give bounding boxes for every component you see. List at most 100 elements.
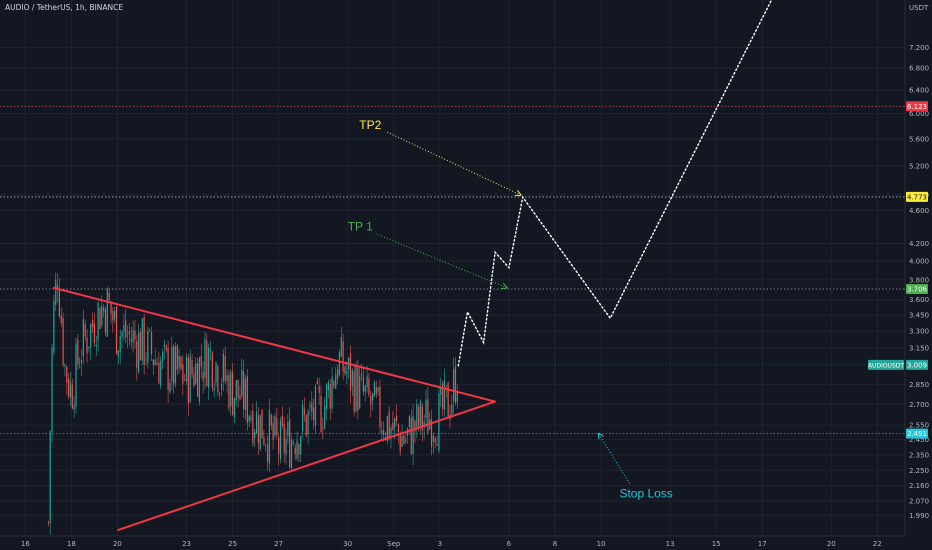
candle-body [191,360,193,375]
candle-body [375,386,377,395]
price-tick-label: 3.150 [909,345,929,353]
annotation-arrow[interactable] [387,131,520,195]
time-tick-label: 13 [666,540,675,548]
candle-body [206,340,208,386]
candle-body [114,310,116,320]
candle-body [371,393,374,401]
price-tick-label: 3.600 [909,296,929,304]
candle-body [145,359,147,361]
candle-body [62,318,64,365]
time-axis[interactable]: 16 18 20 23 25 27 30 Sep 3 6 8 10 13 15 17 20 22 [21,540,882,548]
candle-body [403,435,405,444]
candle-body [55,279,57,305]
candle-body [318,386,320,393]
candle-body [386,416,388,442]
candle-body [230,371,232,407]
candle-body [427,399,429,435]
candle-body [117,350,119,357]
time-tick-label: 18 [67,540,76,548]
price-axis-background[interactable] [905,0,932,550]
candle-body [115,306,118,354]
candle-body [349,353,352,391]
candle-body [360,373,363,376]
candle-body [261,409,263,439]
annotation-label[interactable]: TP 1 [348,220,373,234]
candle-body [80,360,83,364]
price-tick-label: 2.700 [909,401,929,409]
candle-body [279,420,282,460]
candle-body [250,416,252,421]
candle-body [344,366,346,374]
candle-body [95,344,97,347]
candle-body [58,290,61,317]
price-tick-label: 6.400 [909,87,929,95]
candle-body [56,284,59,290]
candle-body [241,370,243,397]
level-badge-label: 4.773 [907,193,927,201]
candle-body [161,351,164,361]
candle-body [265,444,267,446]
current-price-badge [906,359,928,370]
candle-body [296,440,298,459]
candle-body [84,323,86,337]
time-tick-label: 25 [228,540,237,548]
candle-body [336,369,339,379]
annotation-label[interactable]: TP2 [359,118,381,132]
price-axis[interactable]: 7.2006.8006.4006.0005.6005.2004.8004.600… [909,44,929,520]
annotations[interactable]: TP2 TP 1 Stop Loss [348,118,673,500]
candle-body [440,386,442,395]
candle-body [202,372,204,381]
level-badge [906,428,928,439]
candle-body [69,381,72,398]
triangle-upper-lower-edges[interactable] [52,286,497,532]
candle-body [233,398,236,418]
candle-body [443,380,446,410]
candle-body [173,345,175,385]
candle-body [392,422,394,430]
candle-body [283,423,285,453]
candle-body [228,375,230,409]
candle-body [416,404,418,428]
price-tick-label: 4.200 [909,240,929,248]
time-tick-label: Sep [387,540,401,548]
candle-body [379,386,381,428]
price-tick-label: 2.450 [909,436,929,444]
annotation-arrow[interactable] [375,233,507,288]
candle-body [292,442,294,444]
price-tick-label: 2.250 [909,467,929,475]
currency-label: USDT [909,4,929,12]
candle-body [126,335,129,337]
candle-body [399,433,401,452]
candle-body [351,370,353,387]
time-tick-label: 8 [553,540,557,548]
candle-body [128,330,131,335]
price-tick-label: 6.000 [909,110,929,118]
projection-path[interactable] [457,0,773,367]
candle-body [357,367,359,411]
time-tick-label: 3 [438,540,442,548]
candle-body [104,309,107,333]
candle-body [246,376,248,423]
annotation-arrow[interactable] [599,434,630,484]
candle-body [287,422,289,437]
time-tick-label: 27 [274,540,283,548]
candle-body [184,379,186,381]
chart-title: AUDIO / TetherUS, 1h, BINANCE [5,3,123,12]
candle-body [270,414,272,426]
candle-body [75,343,77,408]
candle-body [395,415,398,422]
candle-body [110,300,112,314]
projection-zigzag[interactable] [457,0,773,367]
candle-body [103,307,105,312]
time-axis-background[interactable] [0,536,932,550]
candle-body [401,435,403,447]
candle-body [152,359,154,366]
symmetrical-triangle[interactable] [52,286,497,532]
price-tick-label: 2.350 [909,451,929,459]
candle-body [208,347,210,388]
annotation-label[interactable]: Stop Loss [619,486,672,500]
candle-body [405,440,407,442]
candle-body [68,378,70,397]
candle-body [163,344,166,348]
